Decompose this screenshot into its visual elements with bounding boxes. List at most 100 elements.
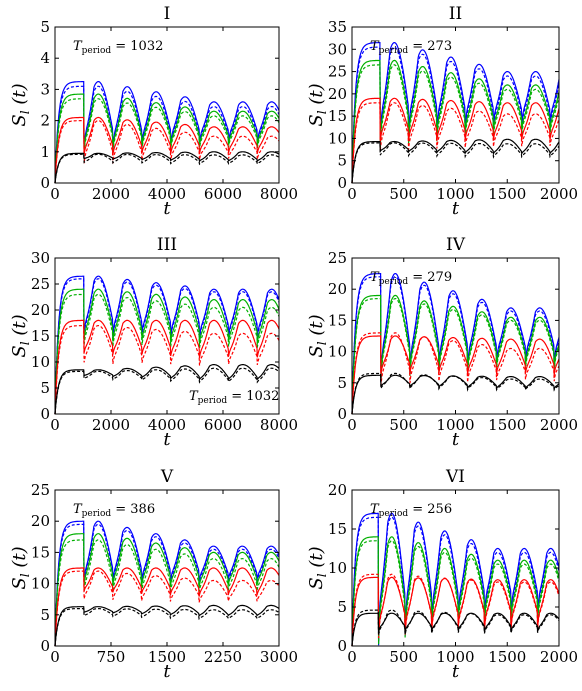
series-line-3	[54, 533, 280, 647]
series-line-2	[351, 516, 560, 647]
series-line-3	[54, 93, 280, 184]
y-tick-label: 4	[40, 49, 50, 67]
y-tick-label: 20	[31, 512, 50, 530]
y-axis-label: Sl (t)	[306, 314, 329, 357]
series-line-2	[351, 46, 560, 184]
x-tick-label: 1500	[488, 416, 526, 434]
y-tick-label: 1	[40, 143, 50, 161]
x-tick-label: 0	[50, 416, 60, 434]
x-tick-label: 500	[389, 648, 418, 666]
panel-4: 0 500 1000 1500 2000 0 5 10 15 20 25 IV t Sl (t) Tperi…	[306, 235, 578, 450]
series-line-6	[54, 570, 280, 647]
y-tick-label: 15	[31, 543, 50, 561]
series-line-5	[54, 319, 280, 415]
x-tick-label: 8000	[260, 416, 298, 434]
panel-title: III	[157, 235, 177, 255]
panel-6: 0 500 1000 1500 2000 0 5 10 15 20 VI t Sl (t) Tperiod…	[306, 467, 578, 682]
x-tick-label: 0	[347, 185, 357, 203]
series-line-2	[54, 523, 280, 647]
panel-title: IV	[446, 235, 466, 255]
y-tick-label: 5	[337, 152, 347, 170]
y-tick-label: 2	[40, 112, 50, 130]
series-line-8	[351, 372, 560, 415]
series-line-4	[54, 539, 280, 647]
x-tick-label: 1500	[148, 648, 186, 666]
x-tick-label: 2000	[540, 185, 578, 203]
y-axis-label: Sl (t)	[306, 546, 329, 589]
y-tick-label: 35	[328, 18, 347, 36]
x-tick-label: 6000	[204, 416, 242, 434]
y-tick-label: 15	[31, 327, 50, 345]
y-axis-label: Sl (t)	[9, 83, 32, 126]
x-tick-label: 8000	[260, 185, 298, 203]
y-tick-label: 0	[337, 405, 347, 423]
x-tick-label: 1500	[488, 185, 526, 203]
y-tick-label: 15	[328, 520, 347, 538]
x-tick-label: 6000	[204, 185, 242, 203]
y-axis-label: Sl (t)	[306, 83, 329, 126]
period-annotation: Tperiod = 273	[370, 39, 452, 56]
y-tick-label: 10	[328, 559, 347, 577]
y-tick-label: 5	[40, 18, 50, 36]
period-annotation: Tperiod = 279	[370, 270, 452, 287]
series-line-7	[351, 138, 560, 184]
series-line-5	[54, 567, 280, 647]
y-tick-label: 5	[40, 606, 50, 624]
y-tick-label: 10	[328, 343, 347, 361]
series-line-4	[54, 293, 280, 415]
series-line-6	[351, 102, 560, 184]
y-tick-label: 5	[337, 374, 347, 392]
panel-title: V	[160, 467, 174, 487]
x-axis-label: t	[452, 661, 460, 682]
x-tick-label: 1000	[436, 185, 474, 203]
panel-title: VI	[445, 467, 465, 487]
y-tick-label: 0	[337, 637, 347, 655]
x-tick-label: 500	[389, 185, 418, 203]
series-line-4	[351, 540, 560, 647]
series-line-8	[351, 142, 560, 184]
x-tick-label: 4000	[148, 416, 186, 434]
x-tick-label: 1000	[436, 416, 474, 434]
series-line-7	[54, 604, 280, 647]
series-line-6	[351, 573, 560, 647]
series-line-1	[351, 273, 560, 415]
series-line-3	[54, 288, 280, 415]
x-tick-label: 2000	[92, 416, 130, 434]
y-tick-label: 10	[328, 129, 347, 147]
series-line-3	[351, 59, 560, 184]
panel-3: 0 2000 4000 6000 8000 0 5 10 15 20 25 30 III t Sl (t) T…	[9, 235, 298, 450]
y-tick-label: 3	[40, 80, 50, 98]
y-tick-label: 25	[328, 63, 347, 81]
y-tick-label: 25	[328, 249, 347, 267]
y-tick-label: 5	[337, 598, 347, 616]
series-line-2	[54, 85, 280, 184]
x-axis-label: t	[163, 198, 171, 219]
series-line-7	[54, 151, 280, 184]
x-tick-label: 2250	[204, 648, 242, 666]
y-tick-label: 15	[328, 311, 347, 329]
y-tick-label: 0	[40, 174, 50, 192]
series-line-8	[54, 153, 280, 184]
x-tick-label: 2000	[540, 648, 578, 666]
y-tick-label: 0	[337, 174, 347, 192]
x-axis-label: t	[452, 429, 460, 450]
x-tick-label: 4000	[148, 185, 186, 203]
y-tick-label: 20	[328, 481, 347, 499]
x-tick-label: 0	[347, 648, 357, 666]
y-tick-label: 5	[40, 379, 50, 397]
series-line-4	[351, 64, 560, 184]
period-annotation: Tperiod = 386	[73, 502, 155, 519]
x-tick-label: 0	[50, 648, 60, 666]
y-axis-label: Sl (t)	[9, 546, 32, 589]
panel-1: 0 2000 4000 6000 8000 0 1 2 3 4 5 It Sl (t) Tperiod =…	[9, 4, 298, 219]
panel-title: I	[164, 4, 171, 24]
y-tick-label: 0	[40, 637, 50, 655]
x-tick-label: 3000	[260, 648, 298, 666]
series-line-6	[54, 325, 280, 415]
series-line-3	[351, 294, 560, 415]
y-tick-label: 20	[31, 301, 50, 319]
series-line-5	[351, 97, 560, 184]
series-line-7	[351, 374, 560, 415]
